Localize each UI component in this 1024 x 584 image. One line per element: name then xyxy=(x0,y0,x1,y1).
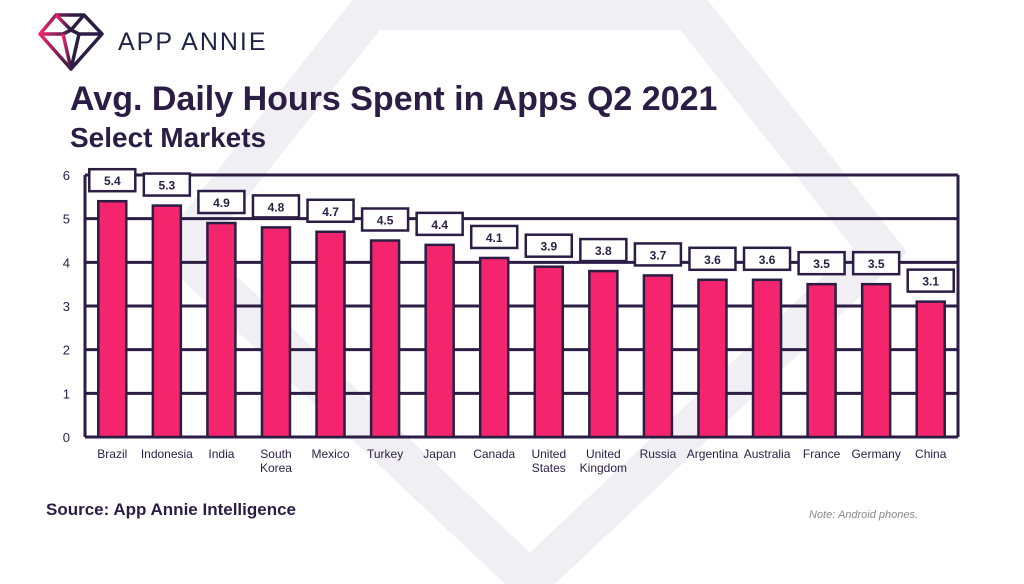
data-label: 5.4 xyxy=(104,174,121,188)
y-tick-label: 0 xyxy=(63,430,70,445)
data-label-box xyxy=(306,198,355,224)
brand-name: APP ANNIE xyxy=(118,27,268,56)
x-tick-label: Australia xyxy=(744,447,791,461)
data-label: 3.9 xyxy=(540,240,557,254)
data-label-box xyxy=(360,207,410,232)
bar xyxy=(642,274,674,439)
data-label-box xyxy=(251,194,301,219)
data-label: 4.4 xyxy=(431,218,448,232)
bar xyxy=(915,300,946,439)
x-tick-label: Canada xyxy=(473,447,515,461)
data-label: 3.8 xyxy=(595,244,612,258)
data-label: 3.5 xyxy=(813,257,830,271)
bar xyxy=(369,239,401,439)
x-tick-label: Brazil xyxy=(97,447,127,461)
y-tick-label: 5 xyxy=(63,212,70,227)
data-label: 3.5 xyxy=(868,257,885,271)
x-tick-label: United xyxy=(586,447,621,461)
data-label-box xyxy=(415,211,464,237)
chart-subtitle: Select Markets xyxy=(70,122,267,153)
x-tick-label: Russia xyxy=(640,447,677,461)
x-tick-label: Argentina xyxy=(687,447,739,461)
x-tick-label: China xyxy=(915,447,947,461)
data-label-box xyxy=(851,250,901,276)
app-annie-logo: APP ANNIE xyxy=(38,12,268,72)
y-tick-label: 1 xyxy=(63,386,70,401)
x-tick-label: India xyxy=(208,447,234,461)
bar xyxy=(260,226,292,439)
data-label: 4.5 xyxy=(377,214,394,228)
diamond-icon xyxy=(38,13,104,71)
x-tick-label: South xyxy=(260,447,291,461)
bar xyxy=(697,278,728,439)
x-tick-label: Korea xyxy=(260,461,292,475)
bar xyxy=(206,221,237,439)
bar xyxy=(315,230,346,439)
data-label: 4.7 xyxy=(322,205,339,219)
data-label-box xyxy=(142,172,192,197)
data-label-box xyxy=(579,237,628,263)
bar xyxy=(588,269,619,439)
data-label-box xyxy=(742,246,792,272)
data-label-box xyxy=(906,268,955,293)
x-tick-label: Japan xyxy=(423,447,456,461)
bar xyxy=(151,204,183,439)
bar xyxy=(424,243,455,439)
x-tick-label: France xyxy=(803,447,841,461)
bar xyxy=(751,278,783,439)
data-label-box xyxy=(469,224,519,250)
x-tick-label: United xyxy=(531,447,566,461)
data-label: 3.6 xyxy=(704,253,721,267)
y-tick-label: 4 xyxy=(63,255,70,270)
source-text: Source: App Annie Intelligence xyxy=(46,500,296,519)
y-tick-label: 3 xyxy=(63,299,70,314)
data-label-box xyxy=(797,250,846,276)
bar xyxy=(533,265,565,439)
data-label: 3.7 xyxy=(650,248,667,262)
bar xyxy=(97,199,128,439)
x-tick-label: States xyxy=(532,461,566,475)
bar xyxy=(478,256,510,439)
data-label: 5.3 xyxy=(159,179,176,193)
y-tick-label: 2 xyxy=(63,343,70,358)
bar xyxy=(806,282,837,439)
data-label-box xyxy=(197,189,246,215)
x-tick-label: Germany xyxy=(851,447,900,461)
bar xyxy=(860,282,892,439)
data-label-box xyxy=(88,167,137,193)
data-label-box xyxy=(633,242,683,267)
x-tick-label: Mexico xyxy=(312,447,350,461)
y-tick-label: 6 xyxy=(63,168,70,183)
x-tick-label: Turkey xyxy=(367,447,403,461)
data-label: 4.8 xyxy=(268,200,285,214)
x-tick-label: Kingdom xyxy=(580,461,627,475)
note-text: Note: Android phones. xyxy=(809,509,919,521)
x-tick-label: Indonesia xyxy=(141,447,193,461)
chart-title: Avg. Daily Hours Spent in Apps Q2 2021 xyxy=(70,80,718,118)
data-label: 4.1 xyxy=(486,231,503,245)
data-label: 3.6 xyxy=(759,253,776,267)
data-label-box xyxy=(524,233,574,258)
data-label: 4.9 xyxy=(213,196,230,210)
data-label: 3.1 xyxy=(922,275,939,289)
data-label-box xyxy=(688,246,737,272)
